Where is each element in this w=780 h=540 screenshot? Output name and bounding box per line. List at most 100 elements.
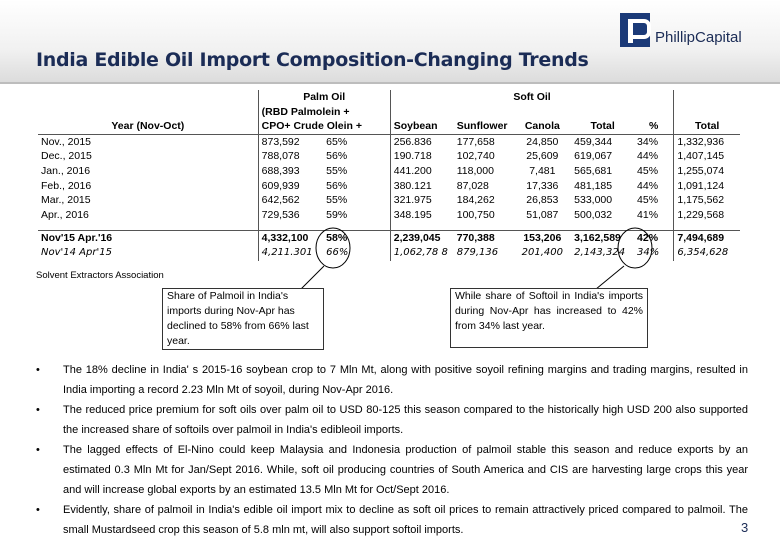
bullet-text: Evidently, share of palmoil in India's e… <box>63 504 748 536</box>
page-number: 3 <box>741 520 749 535</box>
soybean-cell: 190.718 <box>389 149 454 164</box>
palm-pct-cell: 59% <box>326 208 348 221</box>
summary-row: Nov'15 Apr.'16 4,332,100 58% 2,239,045 770,3… <box>38 230 740 246</box>
table-summary: Nov'15 Apr.'16 4,332,100 58% 2,239,045 770,3… <box>38 222 740 261</box>
soft-total-cell: 565,681 <box>574 164 613 177</box>
grand-total-cell: 7,494,689 <box>673 230 740 246</box>
canola-cell: 7,481 <box>529 164 556 177</box>
sunflower-cell: 87,028 <box>456 179 489 192</box>
sunflower-cell: 118,000 <box>456 164 494 177</box>
palm-pct-cell: 56% <box>326 150 348 163</box>
canola-cell: 153,206 <box>513 230 572 246</box>
bullet-marker: • <box>36 444 40 456</box>
soft-pct-cell: 34% <box>637 135 659 148</box>
grand-total-cell: 1,407,145 <box>673 149 740 164</box>
palmoil-share-callout: Share of Palmoil in India's imports duri… <box>162 288 324 350</box>
sunflower-cell: 177,658 <box>456 135 495 148</box>
row-year-cell: Dec., 2015 <box>41 150 92 163</box>
soft-pct-cell: 44% <box>637 179 659 192</box>
soft-total-cell: 619,067 <box>574 150 613 163</box>
palm-pct-cell: 56% <box>326 179 348 192</box>
table-row: Jan., 2016 688,393 55% 441.200 118,000 7,481 5… <box>38 163 740 179</box>
soft-total-cell: 3,162,589 <box>571 230 635 246</box>
grand-total-cell: 1,229,568 <box>673 207 740 223</box>
phillipcapital-logo: PhillipCapital <box>620 12 742 48</box>
soybean-cell: 2,239,045 <box>389 230 454 246</box>
soybean-cell: 256.836 <box>389 134 454 150</box>
col-header-year: Year (Nov-Oct) <box>38 119 259 135</box>
bullet-text: The reduced price premium for soft oils … <box>63 404 748 436</box>
softoil-share-callout: While share of Softoil in India's import… <box>450 288 648 348</box>
sunflower-cell: 184,262 <box>456 194 495 207</box>
sunflower-cell: 102,740 <box>456 150 495 163</box>
col-header-soybean: Soybean <box>389 119 454 135</box>
palm-volume-cell: 4,332,100 <box>257 230 324 246</box>
palm-oil-header: Palm Oil <box>257 90 391 105</box>
grand-total-cell: 1,091,124 <box>673 178 740 194</box>
bullet-item: • Evidently, share of palmoil in India's … <box>36 500 748 540</box>
soybean-cell: 380.121 <box>389 178 454 194</box>
soft-total-cell: 2,143,324 <box>574 246 626 258</box>
grand-total-cell: 6,354,628 <box>673 245 740 261</box>
source-note: Solvent Extractors Association <box>36 270 164 281</box>
logo-p-icon <box>620 13 651 47</box>
col-header-soft-pct: % <box>634 119 674 135</box>
palm-volume-cell: 4,211.301 <box>257 245 324 261</box>
soybean-cell: 321.975 <box>389 193 454 208</box>
soft-total-cell: 481,185 <box>574 179 613 192</box>
table-column-header-row: Year (Nov-Oct) CPO+ Crude Olein + Soybea… <box>38 119 740 135</box>
table-subheader-row: (RBD Palmolein + <box>38 104 740 120</box>
table-row: Feb., 2016 609,939 56% 380.121 87,028 17,336 4… <box>38 178 740 194</box>
palm-pct-cell: 65% <box>326 135 348 148</box>
bullet-marker: • <box>36 404 40 416</box>
soybean-cell: 1,062,78 8 <box>389 245 454 261</box>
bullet-text: The lagged effects of El-Nino could keep… <box>63 444 748 496</box>
bullet-text: The 18% decline in India' s 2015-16 soyb… <box>63 364 748 396</box>
soft-pct-cell: 42% <box>634 230 674 246</box>
bullet-item: • The lagged effects of El-Nino could kee… <box>36 440 748 500</box>
soft-pct-cell: 34% <box>637 246 660 258</box>
bullet-marker: • <box>36 504 40 516</box>
table-row: Mar., 2015 642,562 55% 321.975 184,262 26,853… <box>38 193 740 208</box>
palm-pct-cell: 55% <box>326 194 348 207</box>
canola-cell: 26,853 <box>526 194 559 207</box>
table-group-header-row: Palm Oil Soft Oil <box>38 90 740 105</box>
sunflower-cell: 100,750 <box>456 208 495 221</box>
header-divider <box>0 82 780 84</box>
palm-volume-cell: 788,078 <box>257 149 324 164</box>
soft-pct-cell: 41% <box>637 208 659 221</box>
palm-volume-cell: 688,393 <box>257 163 324 179</box>
grand-total-cell: 1,175,562 <box>673 193 740 208</box>
canola-cell: 51,087 <box>526 208 559 221</box>
canola-cell: 201,400 <box>521 246 563 258</box>
palm-pct-cell: 58% <box>323 230 391 246</box>
grand-total-cell: 1,255,074 <box>673 163 740 179</box>
palm-volume-cell: 609,939 <box>257 178 324 194</box>
soft-total-cell: 459,344 <box>574 135 613 148</box>
soft-pct-cell: 45% <box>637 194 659 207</box>
table-row: Nov., 2015 873,592 65% 256.836 177,658 24,850… <box>38 134 740 150</box>
soybean-cell: 441.200 <box>389 163 454 179</box>
palm-volume-cell: 642,562 <box>257 193 324 208</box>
row-year-cell: Apr., 2016 <box>41 208 89 221</box>
palm-subheader-2: CPO+ Crude Olein + <box>257 119 391 135</box>
row-year-cell: Mar., 2015 <box>41 194 91 207</box>
row-year-cell: Nov., 2015 <box>41 135 92 148</box>
table-spacer-row <box>38 222 740 231</box>
slide-title: India Edible Oil Import Composition-Chan… <box>36 49 589 71</box>
soft-total-cell: 533,000 <box>574 194 613 207</box>
bullet-item: • The reduced price premium for soft oils… <box>36 400 748 440</box>
soybean-cell: 348.195 <box>389 207 454 223</box>
col-header-sunflower: Sunflower <box>453 119 514 135</box>
soft-pct-cell: 44% <box>637 150 659 163</box>
grand-total-cell: 1,332,936 <box>673 134 740 150</box>
col-header-canola: Canola <box>513 119 572 135</box>
palm-pct-cell: 55% <box>326 164 348 177</box>
row-year-cell: Feb., 2016 <box>41 179 92 192</box>
row-year-cell: Nov'14 Apr'15 <box>41 246 112 258</box>
summary-row: Nov'14 Apr'15 4,211.301 66% 1,062,78 8 879,1… <box>38 245 740 261</box>
canola-cell: 17,336 <box>526 179 559 192</box>
row-year-cell: Nov'15 Apr.'16 <box>38 230 259 246</box>
soft-oil-header: Soft Oil <box>389 90 674 105</box>
palm-subheader-1: (RBD Palmolein + <box>257 104 391 120</box>
